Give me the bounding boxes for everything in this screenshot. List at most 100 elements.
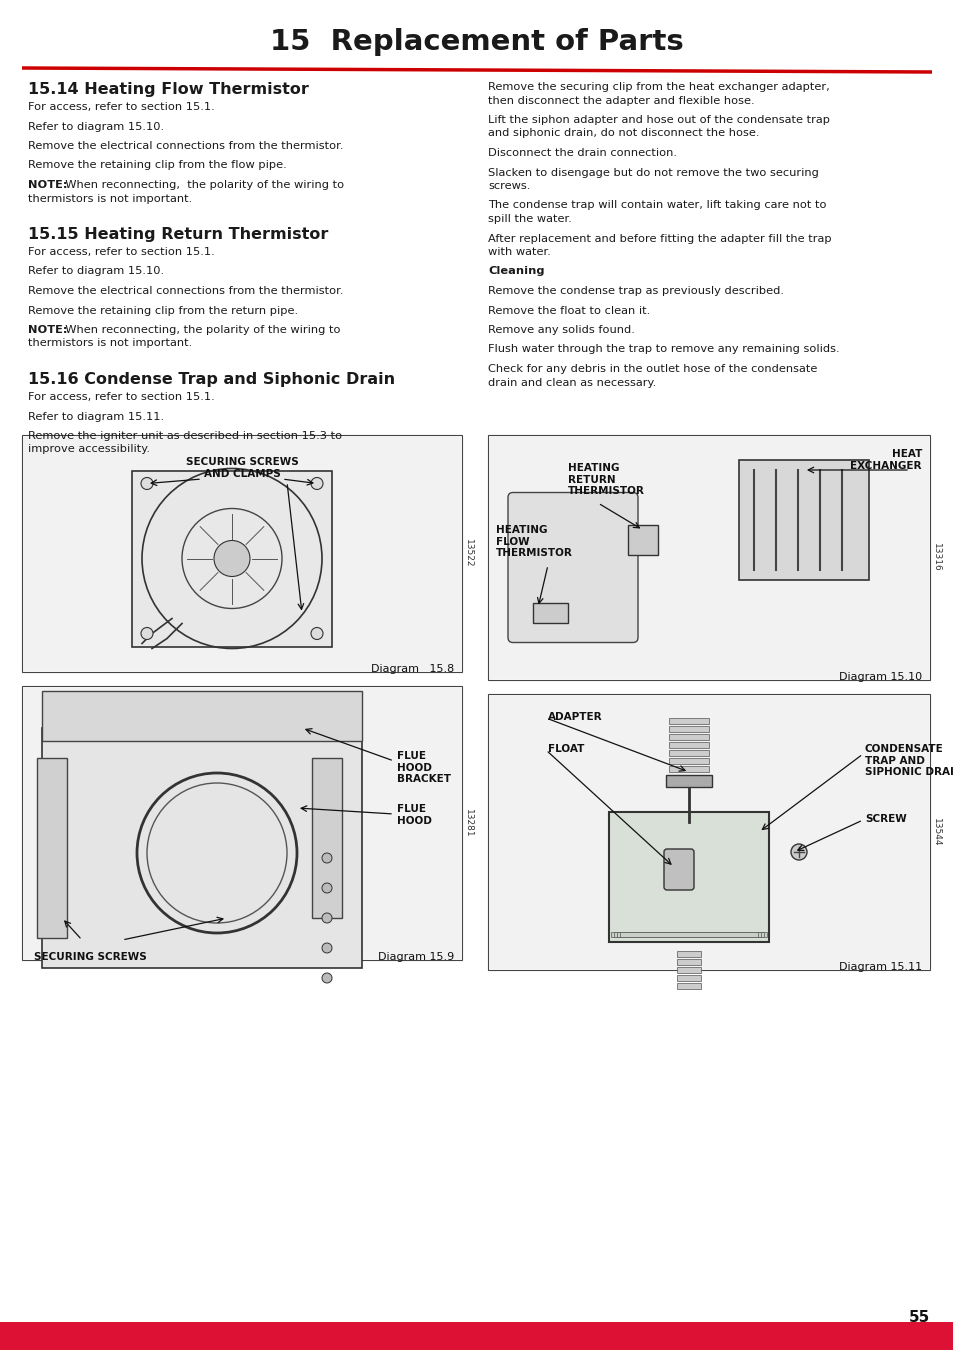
Text: thermistors is not important.: thermistors is not important. [28,193,193,204]
Text: Check for any debris in the outlet hose of the condensate: Check for any debris in the outlet hose … [488,364,817,374]
Bar [677,958,700,965]
Bar [0,1322,953,1350]
Text: Diagram 15.10: Diagram 15.10 [838,672,921,682]
Bar [668,751,708,756]
Bar [608,811,768,942]
Text: Diagram 15.11: Diagram 15.11 [838,963,921,972]
Circle shape [322,883,332,892]
Bar [610,931,766,937]
Text: and siphonic drain, do not disconnect the hose.: and siphonic drain, do not disconnect th… [488,128,759,139]
Text: screws.: screws. [488,181,530,190]
Bar [533,602,567,622]
Text: ADAPTER: ADAPTER [547,711,602,722]
FancyBboxPatch shape [663,849,693,890]
Text: FLUE
HOOD
BRACKET: FLUE HOOD BRACKET [396,751,451,784]
Text: 13281: 13281 [463,809,473,837]
Text: NOTE:: NOTE: [28,325,68,335]
Bar [22,686,461,960]
Text: SECURING SCREWS
AND CLAMPS: SECURING SCREWS AND CLAMPS [186,458,298,479]
Text: Refer to diagram 15.10.: Refer to diagram 15.10. [28,122,164,131]
Text: Diagram 15.9: Diagram 15.9 [377,952,454,963]
Bar [42,728,361,968]
Text: Remove the electrical connections from the thermistor.: Remove the electrical connections from t… [28,286,343,296]
Circle shape [213,540,250,576]
Bar [23,436,460,671]
Text: The condense trap will contain water, lift taking care not to: The condense trap will contain water, li… [488,201,825,211]
Text: Lift the siphon adapter and hose out of the condensate trap: Lift the siphon adapter and hose out of … [488,115,829,126]
Text: Slacken to disengage but do not remove the two securing: Slacken to disengage but do not remove t… [488,167,818,177]
Bar [668,765,708,772]
Text: 13544: 13544 [931,818,940,846]
Text: Remove the electrical connections from the thermistor.: Remove the electrical connections from t… [28,140,343,151]
Bar [739,460,868,580]
Bar [619,931,758,937]
Text: then disconnect the adapter and flexible hose.: then disconnect the adapter and flexible… [488,96,754,105]
Text: 13522: 13522 [463,539,473,568]
Text: Remove the retaining clip from the return pipe.: Remove the retaining clip from the retur… [28,305,297,316]
Bar [668,718,708,724]
Bar [22,435,461,672]
Text: SCREW: SCREW [864,814,905,824]
Circle shape [311,628,323,640]
Bar [668,743,708,748]
Bar [677,950,700,957]
Circle shape [322,944,332,953]
Bar [489,695,928,969]
Circle shape [322,913,332,923]
Text: 15  Replacement of Parts: 15 Replacement of Parts [270,28,683,55]
Text: For access, refer to section 15.1.: For access, refer to section 15.1. [28,103,214,112]
Bar [677,975,700,981]
Text: SECURING SCREWS: SECURING SCREWS [34,952,147,963]
Text: thermistors is not important.: thermistors is not important. [28,339,193,348]
Bar [488,435,929,680]
Text: 15.14 Heating Flow Thermistor: 15.14 Heating Flow Thermistor [28,82,309,97]
FancyBboxPatch shape [507,493,638,643]
Text: improve accessibility.: improve accessibility. [28,444,150,455]
Text: CONDENSATE
TRAP AND
SIPHONIC DRAIN: CONDENSATE TRAP AND SIPHONIC DRAIN [864,744,953,778]
Text: When reconnecting, the polarity of the wiring to: When reconnecting, the polarity of the w… [58,325,340,335]
Text: 13316: 13316 [931,543,940,572]
Bar [312,757,341,918]
Text: spill the water.: spill the water. [488,215,571,224]
Text: Cleaning: Cleaning [488,266,544,277]
Text: Remove the retaining clip from the flow pipe.: Remove the retaining clip from the flow … [28,161,287,170]
Circle shape [790,844,806,860]
Text: HEATING
RETURN
THERMISTOR: HEATING RETURN THERMISTOR [567,463,644,497]
Bar [37,757,67,938]
Text: Remove the condense trap as previously described.: Remove the condense trap as previously d… [488,286,783,296]
Bar [132,471,332,647]
Text: 55: 55 [908,1310,929,1324]
Bar [627,525,658,555]
Bar [614,931,763,937]
Circle shape [141,478,152,490]
Text: Remove the igniter unit as described in section 15.3 to: Remove the igniter unit as described in … [28,431,342,441]
Bar [42,691,361,741]
Bar [23,687,460,958]
Text: When reconnecting,  the polarity of the wiring to: When reconnecting, the polarity of the w… [58,180,344,190]
Bar [488,694,929,971]
Bar [668,734,708,740]
Text: HEATING
FLOW
THERMISTOR: HEATING FLOW THERMISTOR [496,525,572,558]
Text: Refer to diagram 15.10.: Refer to diagram 15.10. [28,266,164,277]
Bar [677,983,700,990]
Bar [489,436,928,679]
Text: FLUE
HOOD: FLUE HOOD [396,805,432,826]
Bar [665,775,711,787]
Bar [668,726,708,732]
Text: HEAT
EXCHANGER: HEAT EXCHANGER [850,450,921,471]
Text: FLOAT: FLOAT [547,744,584,755]
Text: For access, refer to section 15.1.: For access, refer to section 15.1. [28,392,214,402]
Bar [677,967,700,973]
Text: Diagram   15.8: Diagram 15.8 [371,664,454,674]
Text: For access, refer to section 15.1.: For access, refer to section 15.1. [28,247,214,256]
Text: drain and clean as necessary.: drain and clean as necessary. [488,378,656,387]
Text: Disconnect the drain connection.: Disconnect the drain connection. [488,148,677,158]
Text: 15.15 Heating Return Thermistor: 15.15 Heating Return Thermistor [28,227,328,242]
Text: with water.: with water. [488,247,550,256]
Circle shape [141,628,152,640]
Circle shape [322,973,332,983]
Circle shape [311,478,323,490]
Text: Remove the float to clean it.: Remove the float to clean it. [488,305,650,316]
Bar [617,931,760,937]
Text: Remove any solids found.: Remove any solids found. [488,325,634,335]
